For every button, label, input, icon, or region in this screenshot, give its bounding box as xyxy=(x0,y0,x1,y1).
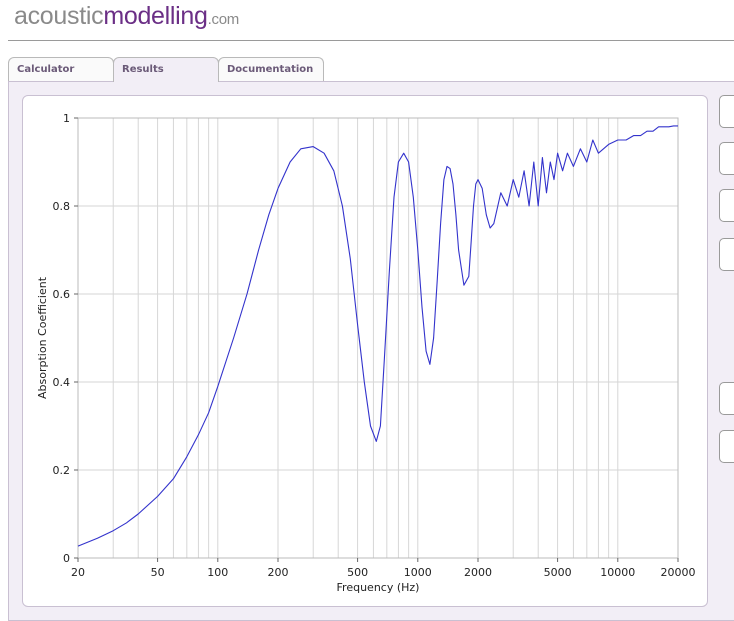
x-tick-label: 10000 xyxy=(600,566,635,579)
x-tick-label: 50 xyxy=(151,566,165,579)
side-button-5[interactable] xyxy=(719,382,734,415)
x-tick-label: 500 xyxy=(347,566,368,579)
y-tick-label: 0 xyxy=(63,552,70,565)
logo-part-acoustic: acoustic xyxy=(14,2,104,30)
site-logo[interactable]: acousticmodelling.com xyxy=(14,2,239,31)
x-tick-label: 100 xyxy=(207,566,228,579)
y-tick-label: 1 xyxy=(63,112,70,125)
logo-part-domain: .com xyxy=(207,11,240,28)
side-button-2[interactable] xyxy=(719,142,734,175)
x-tick-label: 1000 xyxy=(404,566,432,579)
chart-grid xyxy=(77,117,679,559)
tab-documentation[interactable]: Documentation xyxy=(218,57,324,81)
header-divider xyxy=(8,40,734,41)
side-button-1[interactable] xyxy=(719,95,734,128)
y-tick-label: 0.4 xyxy=(53,376,71,389)
plot-area-border xyxy=(77,117,679,559)
chart-container xyxy=(22,95,708,607)
side-button-3[interactable] xyxy=(719,189,734,222)
y-axis-label: Absorption Coefficient xyxy=(36,276,49,399)
x-tick-label: 200 xyxy=(268,566,289,579)
y-tick-label: 0.8 xyxy=(53,200,71,213)
x-tick-label: 20000 xyxy=(661,566,696,579)
x-tick-label: 2000 xyxy=(464,566,492,579)
tab-calculator[interactable]: Calculator xyxy=(8,57,114,81)
x-tick-label: 5000 xyxy=(544,566,572,579)
x-tick-label: 20 xyxy=(71,566,85,579)
y-tick-label: 0.2 xyxy=(53,464,71,477)
side-button-4[interactable] xyxy=(719,238,734,271)
side-button-6[interactable] xyxy=(719,430,734,463)
tab-results[interactable]: Results xyxy=(113,57,219,82)
logo-part-modelling: modelling xyxy=(103,2,208,30)
y-tick-label: 0.6 xyxy=(53,288,71,301)
absorption-series-line xyxy=(77,125,678,547)
x-axis-label: Frequency (Hz) xyxy=(337,581,420,594)
